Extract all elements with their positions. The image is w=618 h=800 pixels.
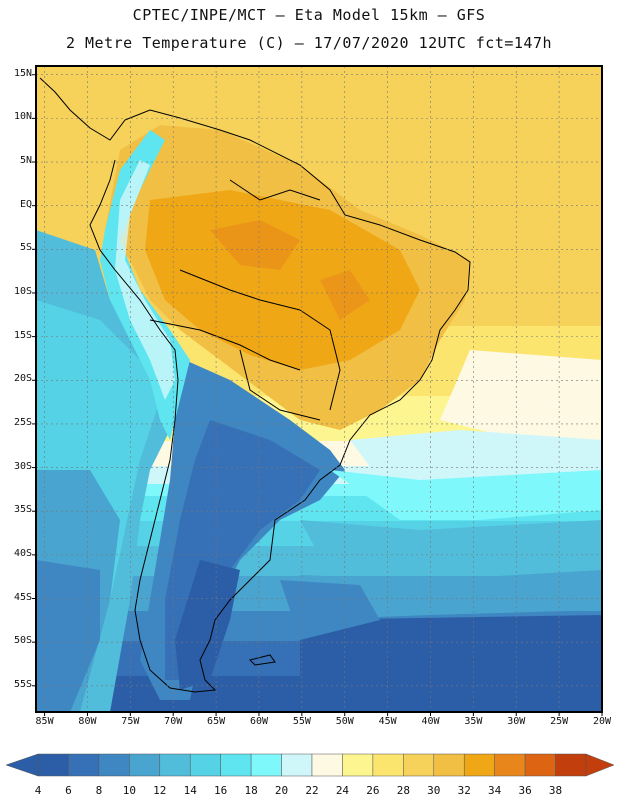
- lon-tick-label: 85W: [35, 716, 54, 727]
- lat-tick-label: 25S: [13, 416, 32, 428]
- lon-tick-label: 40W: [421, 716, 440, 727]
- colorbar-label: 18: [244, 784, 258, 797]
- chart-title-line-1: CPTEC/INPE/MCT – Eta Model 15km – GFS: [132, 6, 486, 24]
- lat-tick-label: 10S: [13, 285, 32, 297]
- lon-tick-label: 60W: [249, 716, 268, 727]
- chart-title-line-2: 2 Metre Temperature (C) – 17/07/2020 12U…: [65, 34, 553, 52]
- colorbar-label: 36: [518, 784, 532, 797]
- map-gridlines: [32, 66, 603, 716]
- colorbar-swatch: [433, 753, 465, 777]
- lon-tick-label: 75W: [121, 716, 140, 727]
- colorbar-swatch: [250, 753, 282, 777]
- colorbar-swatch: [159, 753, 191, 777]
- lat-tick-label: 5N: [19, 155, 32, 167]
- lat-tick-label: 55S: [13, 678, 32, 690]
- colorbar-swatch: [463, 753, 495, 777]
- colorbar-swatch: [37, 753, 69, 777]
- colorbar-swatch: [129, 753, 161, 777]
- colorbar-low-arrow: [5, 753, 39, 777]
- colorbar-label: 14: [183, 784, 197, 797]
- colorbar-label: 10: [122, 784, 136, 797]
- lon-tick-label: 25W: [550, 716, 569, 727]
- colorbar-label: 4: [34, 784, 42, 797]
- temperature-field: [36, 66, 602, 712]
- lon-tick-label: 35W: [464, 716, 483, 727]
- colorbar-swatch: [524, 753, 556, 777]
- lat-tick-label: 50S: [13, 635, 32, 647]
- lat-tick-label: 5S: [19, 242, 32, 254]
- colorbar: [5, 753, 615, 777]
- lat-tick-label: 20S: [13, 373, 32, 385]
- colorbar-swatch: [98, 753, 130, 777]
- lat-tick-label: 35S: [13, 504, 32, 516]
- lon-tick-label: 65W: [207, 716, 226, 727]
- colorbar-label: 34: [488, 784, 502, 797]
- colorbar-label: 6: [65, 784, 72, 797]
- colorbar-label: 26: [366, 784, 380, 797]
- lon-tick-label: 45W: [378, 716, 397, 727]
- colorbar-label: 32: [457, 784, 471, 797]
- colorbar-swatch: [281, 753, 313, 777]
- colorbar-label: 24: [335, 784, 350, 797]
- colorbar-swatch: [311, 753, 343, 777]
- colorbar-swatch: [220, 753, 252, 777]
- colorbar-swatch: [68, 753, 100, 777]
- colorbar-swatch: [372, 753, 404, 777]
- colorbar-swatch: [189, 753, 221, 777]
- colorbar-label: 22: [305, 784, 319, 797]
- colorbar-label: 8: [95, 784, 103, 797]
- lat-tick-label: 45S: [13, 591, 32, 603]
- colorbar-swatch: [494, 753, 526, 777]
- colorbar-label: 12: [153, 784, 167, 797]
- colorbar-swatch: [403, 753, 435, 777]
- lon-tick-label: 70W: [164, 716, 183, 727]
- lon-tick-label: 80W: [78, 716, 97, 727]
- lat-tick-label: EQ: [19, 198, 32, 210]
- coastline: [39, 77, 471, 693]
- lat-tick-label: 15N: [13, 67, 32, 79]
- lon-tick-label: 50W: [335, 716, 354, 727]
- colorbar-swatch: [342, 753, 374, 777]
- colorbar-high-arrow: [585, 753, 615, 777]
- lat-tick-label: 40S: [13, 547, 32, 559]
- colorbar-label: 16: [214, 784, 228, 797]
- lat-tick-label: 15S: [13, 329, 32, 341]
- colorbar-label: 20: [274, 784, 289, 797]
- map-frame: [35, 65, 603, 713]
- colorbar-label: 28: [396, 784, 410, 797]
- lat-tick-label: 10N: [13, 111, 32, 123]
- lon-tick-label: 55W: [292, 716, 311, 727]
- lon-tick-label: 30W: [507, 716, 526, 727]
- colorbar-label: 30: [427, 784, 441, 797]
- colorbar-label: 38: [548, 784, 563, 797]
- colorbar-swatch: [555, 753, 587, 777]
- lon-tick-label: 20W: [592, 716, 612, 727]
- lat-tick-label: 30S: [13, 460, 32, 472]
